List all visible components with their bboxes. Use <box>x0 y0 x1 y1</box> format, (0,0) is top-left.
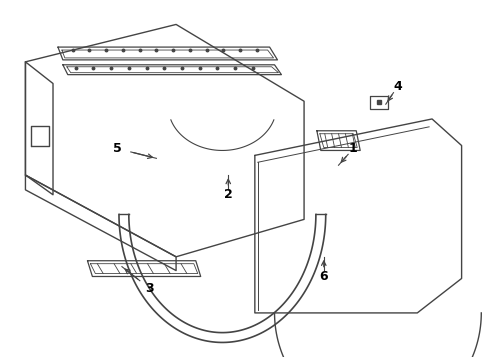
Text: 1: 1 <box>349 142 358 155</box>
Text: 3: 3 <box>145 282 154 295</box>
Text: 6: 6 <box>319 270 328 283</box>
Text: 4: 4 <box>393 80 402 93</box>
Text: 2: 2 <box>224 188 233 201</box>
Text: 5: 5 <box>113 142 122 155</box>
